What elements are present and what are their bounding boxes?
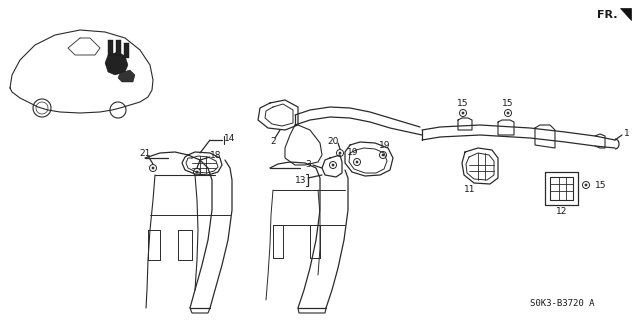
Polygon shape bbox=[118, 70, 135, 82]
Circle shape bbox=[332, 164, 334, 166]
Circle shape bbox=[151, 167, 155, 169]
Circle shape bbox=[337, 149, 344, 156]
Text: 19: 19 bbox=[380, 140, 391, 149]
Polygon shape bbox=[124, 43, 129, 58]
Text: 21: 21 bbox=[139, 148, 151, 157]
Polygon shape bbox=[620, 8, 631, 20]
Polygon shape bbox=[108, 40, 113, 55]
Text: FR.: FR. bbox=[597, 10, 617, 20]
Text: 15: 15 bbox=[502, 99, 514, 108]
Text: 12: 12 bbox=[557, 206, 567, 215]
Circle shape bbox=[150, 164, 157, 172]
Text: 19: 19 bbox=[347, 148, 358, 156]
Circle shape bbox=[585, 184, 587, 186]
Text: S0K3-B3720 A: S0K3-B3720 A bbox=[530, 299, 594, 308]
Circle shape bbox=[505, 109, 511, 116]
Circle shape bbox=[583, 181, 590, 188]
Text: 11: 11 bbox=[465, 185, 476, 194]
Text: 13: 13 bbox=[295, 175, 307, 185]
Circle shape bbox=[339, 152, 341, 155]
Text: 15: 15 bbox=[458, 99, 469, 108]
Text: 1: 1 bbox=[624, 129, 630, 138]
Circle shape bbox=[330, 162, 337, 169]
Circle shape bbox=[353, 158, 360, 165]
Circle shape bbox=[355, 161, 358, 164]
Circle shape bbox=[194, 169, 201, 175]
Polygon shape bbox=[116, 40, 121, 55]
Text: 14: 14 bbox=[224, 133, 236, 142]
Circle shape bbox=[196, 171, 198, 173]
Text: 20: 20 bbox=[327, 137, 339, 146]
Polygon shape bbox=[105, 52, 128, 75]
Text: 3: 3 bbox=[305, 159, 311, 169]
Circle shape bbox=[380, 151, 387, 158]
Text: 18: 18 bbox=[210, 150, 222, 159]
Text: 15: 15 bbox=[595, 180, 606, 189]
Circle shape bbox=[461, 112, 465, 115]
Circle shape bbox=[507, 112, 509, 115]
Circle shape bbox=[381, 154, 385, 156]
Text: 2: 2 bbox=[270, 137, 276, 146]
Circle shape bbox=[459, 109, 466, 116]
